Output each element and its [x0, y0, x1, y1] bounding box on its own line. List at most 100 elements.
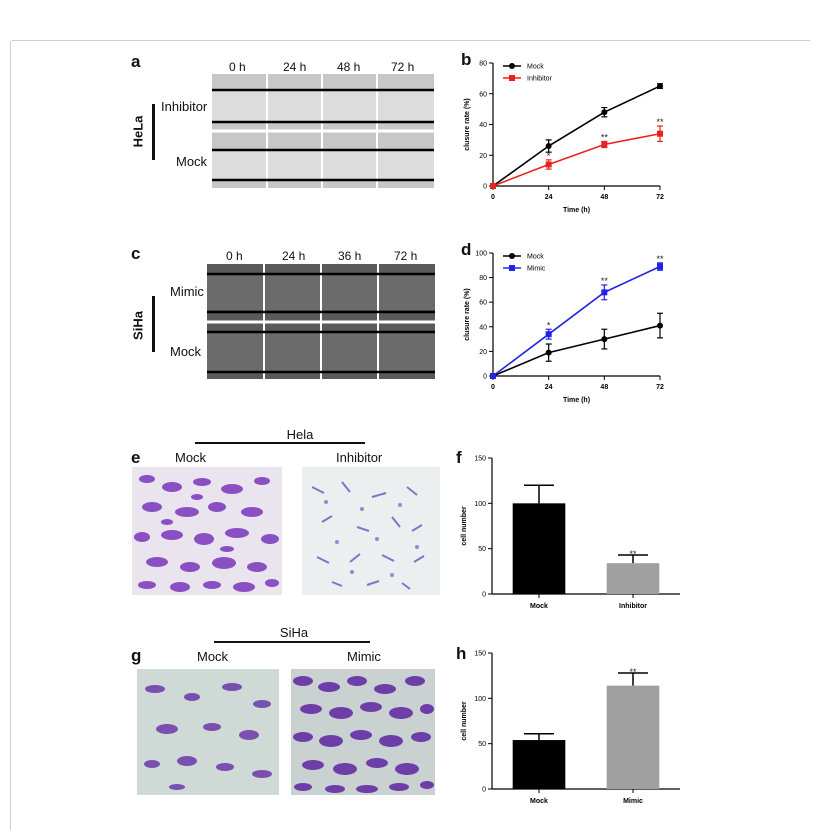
chart-h-ytick-label-2: 100: [474, 696, 486, 703]
chart-d-ytick-label-0: 0: [483, 374, 487, 381]
chart-b-xtick-label-2: 48: [600, 194, 608, 201]
chart-d-series-0-point-3: [657, 322, 663, 329]
chart-b-series-1-legend-marker: [509, 75, 515, 81]
chart-b-ytick-label-2: 40: [479, 122, 487, 129]
chart-d-series-1-legend-marker: [509, 265, 515, 271]
chart-h: 0 50 100 150 cell number Mock Mimic **: [461, 651, 680, 805]
chart-d-series-0-line: [492, 324, 661, 377]
chart-b-series-0-line: [492, 85, 661, 187]
chart-d-series-1-line: [492, 265, 661, 377]
panel-c-row-label-0: Mimic: [170, 284, 204, 299]
chart-b-ytick-label-0: 0: [483, 184, 487, 191]
chart-d-series-0-point-2: [601, 336, 608, 343]
chart-d-series-1-point-2: [601, 289, 608, 296]
chart-d-ytick-label-4: 80: [479, 275, 487, 282]
panel-c-row-label-1: Mock: [170, 344, 202, 359]
panel-e-cond-0: Mock: [175, 450, 207, 465]
chart-b-series-1-sig-1: *: [547, 151, 551, 161]
panel-g-image-mock: [137, 669, 279, 795]
chart-d-series-1-sig-2: **: [601, 276, 609, 286]
chart-f-ytick-label-0: 0: [482, 592, 486, 599]
chart-d-ytick-label-1: 20: [479, 349, 487, 356]
chart-h-sig-1: **: [629, 667, 637, 677]
chart-d-series-1-point-0: [490, 373, 496, 379]
panel-c-time-3: 72 h: [394, 249, 418, 263]
chart-b-series-1-point-0: [490, 183, 496, 189]
chart-b-series-1-point-3: [657, 130, 663, 137]
panel-b-letter: b: [461, 50, 472, 69]
chart-b-xlabel: Time (h): [563, 207, 590, 214]
chart-f-ylabel: cell number: [461, 506, 468, 546]
chart-f: 0 50 100 150 cell number Mock Inhibitor **: [461, 456, 680, 610]
chart-b-series-0-legend-marker: [509, 63, 515, 69]
panel-a-cell-line: HeLa: [130, 115, 146, 148]
chart-b-series-1-sig-3: **: [656, 117, 664, 127]
panel-a-time-3: 72 h: [391, 60, 415, 74]
chart-h-ytick-label-0: 0: [482, 787, 486, 794]
panel-c-time-0: 0 h: [226, 249, 243, 263]
panel-g-group-label: SiHa: [279, 625, 309, 640]
panel-e-cond-1: Inhibitor: [336, 450, 383, 465]
panel-c-time-2: 36 h: [338, 249, 362, 263]
chart-b-xtick-label-1: 24: [545, 194, 553, 201]
panel-c-bracket: [152, 296, 155, 352]
chart-d-xtick-label-1: 24: [545, 384, 553, 391]
chart-h-xtick-label-0: Mock: [530, 798, 548, 805]
chart-b-series-0-point-2: [601, 109, 608, 116]
panel-e-group-label: Hela: [286, 427, 314, 442]
chart-f-ytick-label-1: 50: [478, 546, 486, 553]
chart-b-ytick-label-3: 60: [479, 91, 487, 98]
panel-a-time-1: 24 h: [283, 60, 307, 74]
panel-a-time-0: 0 h: [229, 60, 246, 74]
panel-c-time-1: 24 h: [282, 249, 306, 263]
chart-b: 0 20 40 60 80 0 24 48 72 Time (h) clusure rate (%)…: [464, 61, 664, 215]
panel-g-image-mimic: [291, 669, 435, 795]
chart-b-ylabel: clusure rate (%): [464, 98, 471, 151]
panel-a-wound-images: [212, 74, 434, 188]
chart-d-series-0-legend-label: Mock: [527, 254, 544, 261]
chart-b-series-1-sig-2: **: [601, 132, 609, 142]
figure-frame: [10, 40, 810, 830]
chart-f-bar-1: [606, 563, 660, 594]
chart-f-bar-0: [512, 503, 566, 594]
panel-a-row-label-0: Inhibitor: [161, 99, 208, 114]
panel-a-row-label-1: Mock: [176, 154, 208, 169]
chart-b-xtick-label-3: 72: [656, 194, 664, 201]
chart-h-bar-0: [512, 740, 566, 789]
chart-f-xtick-label-1: Inhibitor: [619, 603, 647, 610]
chart-d-xtick-label-2: 48: [600, 384, 608, 391]
chart-d-series-1-point-1: [545, 331, 552, 338]
chart-d-xlabel: Time (h): [563, 397, 590, 404]
chart-h-ytick-label-3: 150: [474, 651, 486, 658]
chart-b-xtick-label-0: 0: [491, 194, 495, 201]
chart-h-ytick-label-1: 50: [478, 741, 486, 748]
panel-e-image-mock: [132, 467, 282, 595]
chart-b-series-1-point-2: [601, 141, 608, 148]
chart-d: 0 20 40 60 80 100 0 24 48 72 Time (h) clusure rate …: [464, 251, 664, 405]
panel-h-letter: h: [456, 644, 467, 663]
chart-f-sig-1: **: [629, 549, 637, 559]
panel-a-time-2: 48 h: [337, 60, 361, 74]
panel-a-bracket: [152, 104, 155, 160]
chart-d-series-1-sig-3: **: [656, 254, 664, 264]
panel-f-letter: f: [456, 448, 462, 467]
panel-g-letter: g: [131, 646, 142, 665]
chart-d-series-1-point-3: [657, 263, 663, 270]
panel-g-cond-1: Mimic: [347, 649, 381, 664]
panel-c-letter: c: [131, 244, 141, 263]
chart-d-series-0-legend-marker: [509, 253, 515, 259]
chart-f-ytick-label-3: 150: [474, 456, 486, 463]
chart-b-series-1-legend-label: Inhibitor: [527, 76, 553, 83]
panel-e-group-bar: [195, 442, 365, 444]
panel-a-letter: a: [131, 52, 141, 71]
chart-f-xtick-label-0: Mock: [530, 603, 548, 610]
chart-b-series-1-point-1: [545, 161, 552, 168]
panel-d-letter: d: [461, 240, 472, 259]
chart-b-series-0-legend-label: Mock: [527, 64, 544, 71]
chart-b-ytick-label-4: 80: [479, 61, 487, 68]
chart-d-xtick-label-0: 0: [491, 384, 495, 391]
chart-d-xtick-label-3: 72: [656, 384, 664, 391]
panel-g-cond-0: Mock: [197, 649, 229, 664]
chart-h-bar-1: [606, 685, 660, 789]
chart-b-series-0-point-3: [657, 83, 663, 90]
